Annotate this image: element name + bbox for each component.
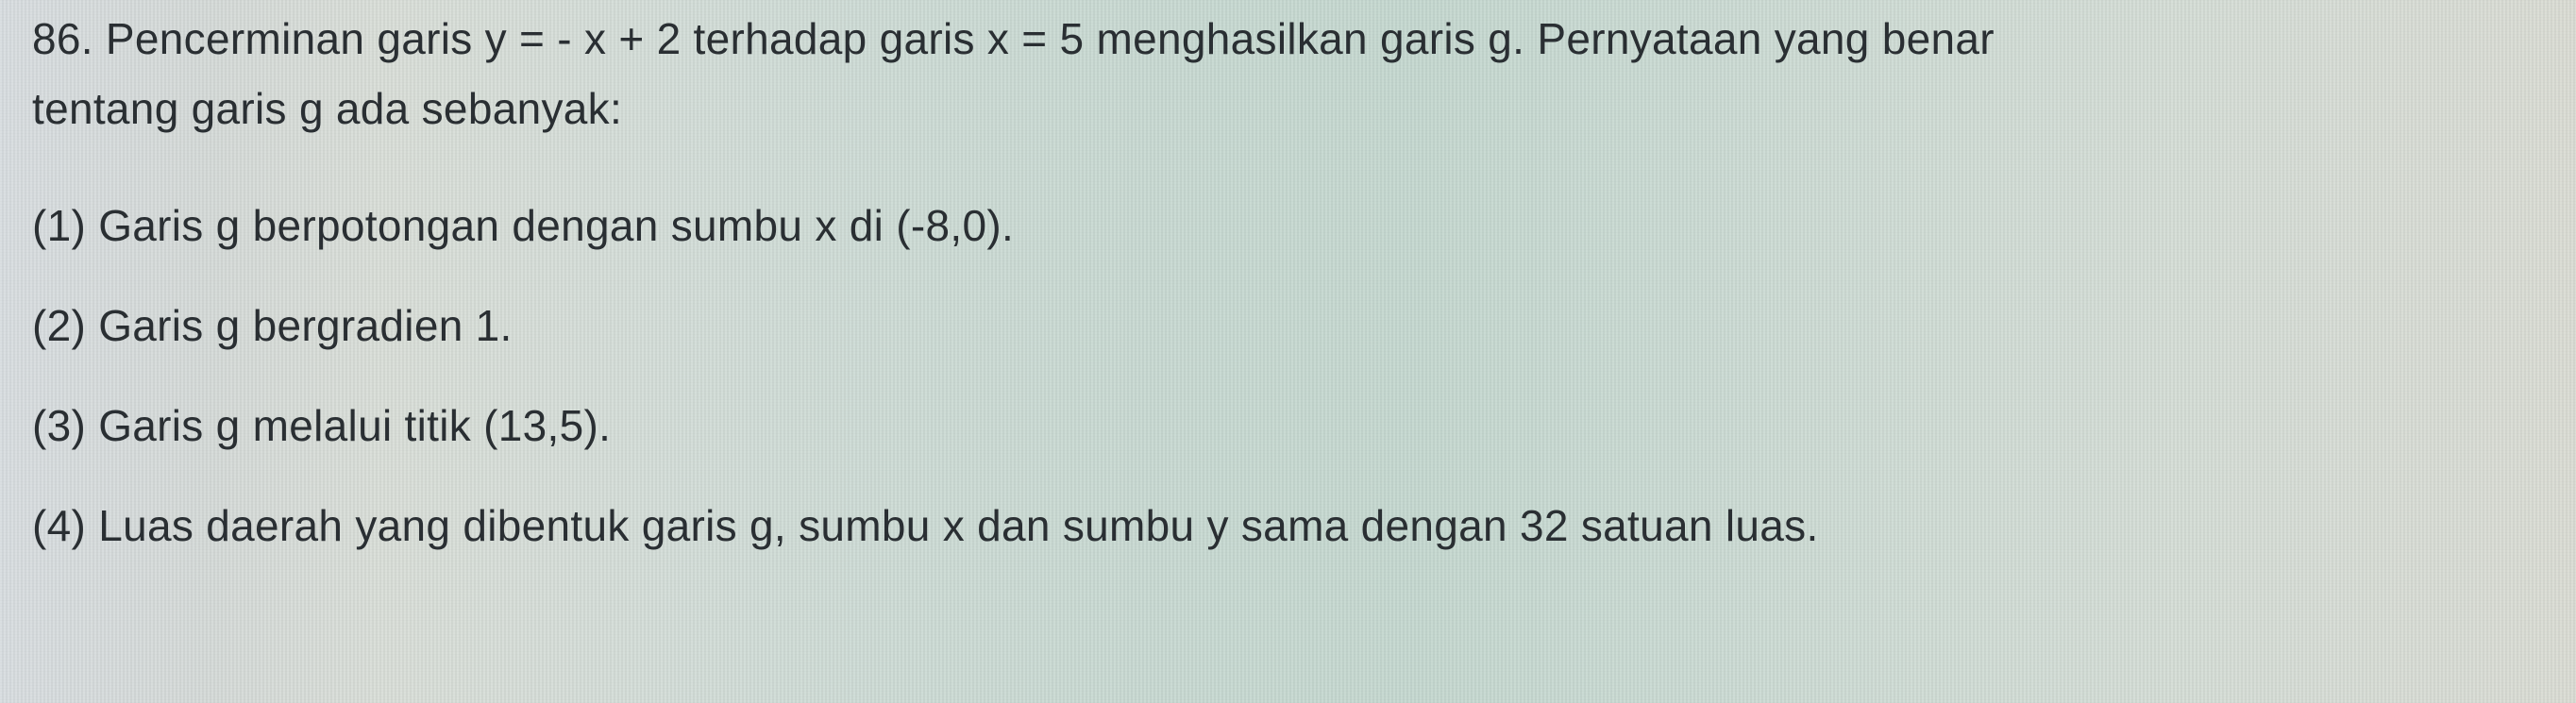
question-stem-line-1: 86. Pencerminan garis y = - x + 2 terhad…	[32, 17, 2544, 60]
question-stem-line-2: tentang garis g ada sebanyak:	[32, 87, 2544, 130]
option-2: (2) Garis g bergradien 1.	[32, 304, 2544, 347]
option-4: (4) Luas daerah yang dibentuk garis g, s…	[32, 504, 2544, 547]
option-3: (3) Garis g melalui titik (13,5).	[32, 404, 2544, 447]
option-1: (1) Garis g berpotongan dengan sumbu x d…	[32, 204, 2544, 247]
question-block: 86. Pencerminan garis y = - x + 2 terhad…	[0, 0, 2576, 547]
